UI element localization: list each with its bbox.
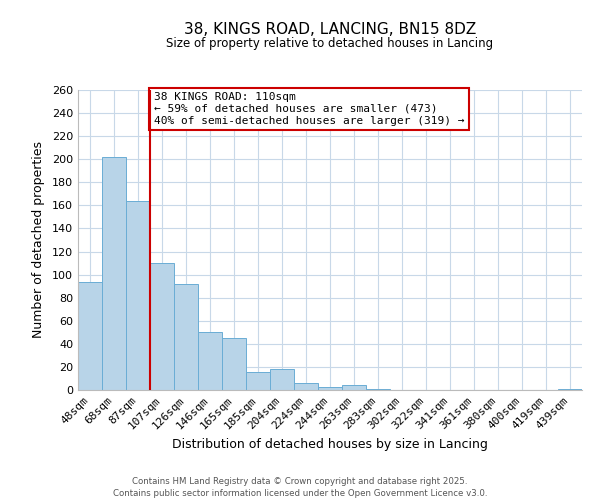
Text: 38, KINGS ROAD, LANCING, BN15 8DZ: 38, KINGS ROAD, LANCING, BN15 8DZ	[184, 22, 476, 38]
Bar	[558, 389, 582, 390]
Bar	[198, 332, 222, 390]
Bar	[150, 263, 174, 390]
Bar	[102, 157, 126, 390]
Bar	[126, 201, 150, 390]
Bar	[342, 386, 366, 390]
Text: Size of property relative to detached houses in Lancing: Size of property relative to detached ho…	[166, 38, 494, 51]
Bar	[366, 389, 390, 390]
Bar	[294, 383, 318, 390]
Bar	[174, 284, 198, 390]
Bar	[78, 282, 102, 390]
Bar	[318, 386, 342, 390]
Text: Contains HM Land Registry data © Crown copyright and database right 2025.: Contains HM Land Registry data © Crown c…	[132, 478, 468, 486]
Text: 38 KINGS ROAD: 110sqm
← 59% of detached houses are smaller (473)
40% of semi-det: 38 KINGS ROAD: 110sqm ← 59% of detached …	[154, 92, 464, 126]
Y-axis label: Number of detached properties: Number of detached properties	[32, 142, 45, 338]
X-axis label: Distribution of detached houses by size in Lancing: Distribution of detached houses by size …	[172, 438, 488, 450]
Bar	[222, 338, 246, 390]
Bar	[270, 369, 294, 390]
Bar	[246, 372, 270, 390]
Text: Contains public sector information licensed under the Open Government Licence v3: Contains public sector information licen…	[113, 489, 487, 498]
